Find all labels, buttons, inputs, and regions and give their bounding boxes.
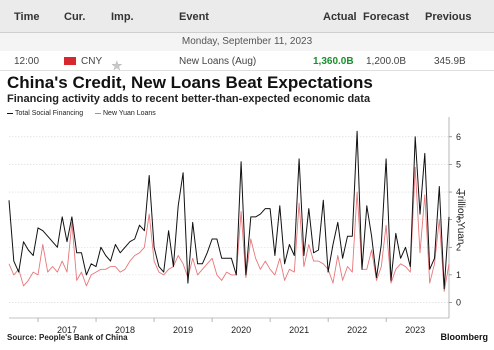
header-forecast[interactable]: Forecast	[363, 11, 409, 23]
x-tick-label: 2021	[289, 325, 309, 335]
event-actual: 1,360.0B	[313, 56, 354, 67]
y-tick-label: 1	[456, 270, 461, 280]
chart-source: Source: People's Bank of China	[7, 333, 128, 342]
event-time: 12:00	[14, 56, 39, 67]
date-label: Monday, September 11, 2023	[182, 36, 312, 47]
y-tick-label: 5	[456, 159, 461, 169]
bloomberg-logo: Bloomberg	[440, 332, 488, 342]
header-event[interactable]: Event	[179, 11, 209, 23]
y-tick-label: 0	[456, 297, 461, 307]
calendar-header: Time Cur. Imp. Event Actual Forecast Pre…	[0, 0, 494, 33]
header-time[interactable]: Time	[14, 11, 39, 23]
y-tick-label: 6	[456, 132, 461, 142]
event-previous: 345.9B	[434, 56, 466, 67]
header-importance[interactable]: Imp.	[111, 11, 134, 23]
chart-series	[9, 131, 449, 291]
x-tick-label: 2023	[405, 325, 425, 335]
header-currency[interactable]: Cur.	[64, 11, 85, 23]
event-currency: CNY	[81, 56, 102, 67]
chart-subtitle: Financing activity adds to recent better…	[7, 93, 370, 105]
header-actual[interactable]: Actual	[323, 11, 357, 23]
event-row[interactable]: 12:00 CNY ★ ★ ★ New Loans (Aug) 1,360.0B 1…	[0, 51, 494, 71]
x-tick-label: 2019	[173, 325, 193, 335]
event-forecast: 1,200.0B	[366, 56, 406, 67]
event-name[interactable]: New Loans (Aug)	[179, 56, 256, 67]
y-axis-title: Trillion Yuan	[455, 190, 466, 244]
star-empty-icon: ★	[111, 58, 124, 74]
date-row: Monday, September 11, 2023	[0, 33, 494, 51]
header-previous[interactable]: Previous	[425, 11, 471, 23]
x-tick-label: 2022	[347, 325, 367, 335]
china-flag-icon	[64, 57, 76, 65]
x-tick-label: 2020	[231, 325, 251, 335]
chart-title: China's Credit, New Loans Beat Expectati…	[7, 73, 373, 93]
new-yuan-loans-line	[9, 167, 449, 291]
